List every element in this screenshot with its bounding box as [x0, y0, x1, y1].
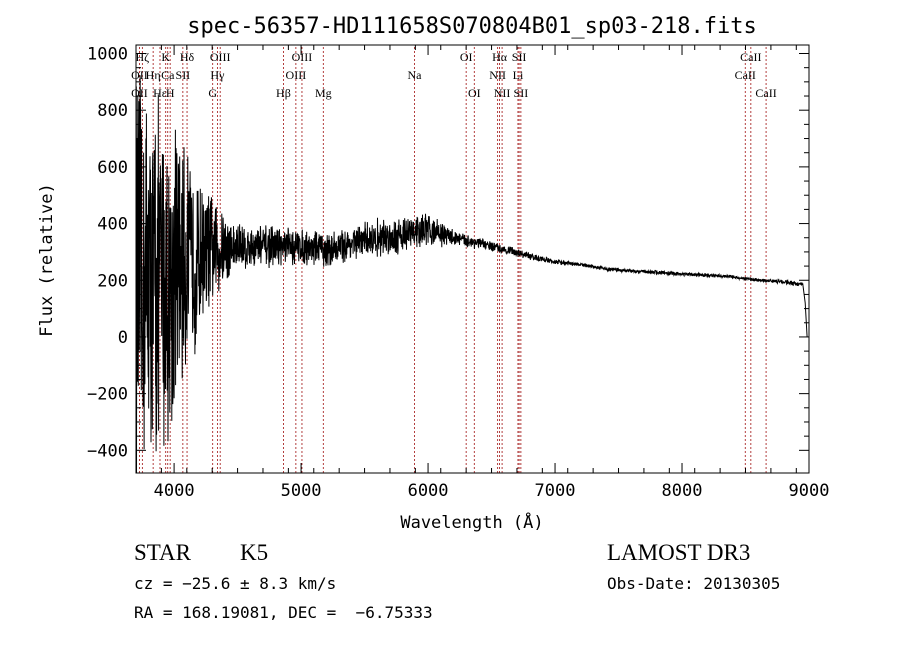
spectral-line-label: CaII	[740, 50, 761, 64]
spectral-line-label: G	[208, 86, 217, 100]
spectral-line-label: Hη	[146, 68, 161, 82]
x-axis: 4000 5000 6000 7000 8000 9000	[135, 45, 830, 501]
x-tick-label: 6000	[408, 481, 449, 501]
spectral-line-label: OIII	[286, 68, 307, 82]
spectrum-line	[135, 75, 808, 474]
spectral-line-label: Hα	[492, 50, 508, 64]
spectral-line-label: Ca	[161, 68, 175, 82]
y-tick-label: 400	[97, 215, 128, 235]
spectral-line-label: CaII	[755, 86, 776, 100]
y-tick-label: 1000	[87, 45, 128, 65]
spectral-line-label: Hβ	[276, 86, 291, 100]
spectral-line-label: K	[161, 50, 170, 64]
object-class: STAR	[134, 540, 191, 565]
y-axis: −400 −200 0 200 400 600 800 1000	[87, 45, 809, 461]
spectral-line-label: OI	[460, 50, 473, 64]
spectral-line-label: OII	[131, 86, 148, 100]
x-tick-label: 7000	[535, 481, 576, 501]
x-tick-label: 5000	[281, 481, 322, 501]
y-axis-label: Flux (relative)	[37, 183, 57, 337]
y-tick-label: 800	[97, 101, 128, 121]
x-axis-label: Wavelength (Å)	[400, 511, 543, 533]
spectral-line-label: CaII	[735, 68, 756, 82]
spectral-line-label: Hγ	[210, 68, 225, 82]
y-tick-label: 600	[97, 158, 128, 178]
spectral-line-label: Na	[407, 68, 422, 82]
spectral-line-label: SII	[512, 50, 527, 64]
spectral-line-label: SII	[514, 86, 529, 100]
spectral-line-label: NII	[494, 86, 511, 100]
chart-title: spec-56357-HD111658S070804B01_sp03-218.f…	[187, 14, 757, 39]
survey-name: LAMOST DR3	[607, 540, 751, 565]
y-tick-label: 200	[97, 271, 128, 291]
x-tick-label: 9000	[789, 481, 830, 501]
spectral-line-label: SII	[176, 68, 191, 82]
coordinates: RA = 168.19081, DEC = −6.75333	[134, 603, 433, 622]
spectral-line-label: OI	[468, 86, 481, 100]
spectral-line-label: Hδ	[180, 50, 195, 64]
x-tick-label: 4000	[154, 481, 195, 501]
plot-frame	[135, 44, 810, 474]
y-tick-label: −400	[87, 441, 128, 461]
spectral-line-label: Hζ	[136, 50, 150, 64]
spectral-line-label: Mg	[315, 86, 332, 100]
spectral-line-label: OII	[131, 68, 148, 82]
y-tick-label: 0	[118, 328, 128, 348]
x-tick-label: 8000	[662, 481, 703, 501]
spectral-line-label: NII	[489, 68, 506, 82]
spectral-subclass: K5	[240, 540, 269, 565]
spectral-line-label: Hε	[153, 86, 167, 100]
spectral-line-label: OIII	[210, 50, 231, 64]
spectral-line-label: Li	[513, 68, 524, 82]
spectral-line-label: OIII	[292, 50, 313, 64]
radial-velocity: cz = −25.6 ± 8.3 km/s	[134, 574, 337, 593]
spectral-line-label: H	[166, 86, 175, 100]
y-tick-label: −200	[87, 385, 128, 405]
observation-date: Obs-Date: 20130305	[607, 574, 781, 593]
